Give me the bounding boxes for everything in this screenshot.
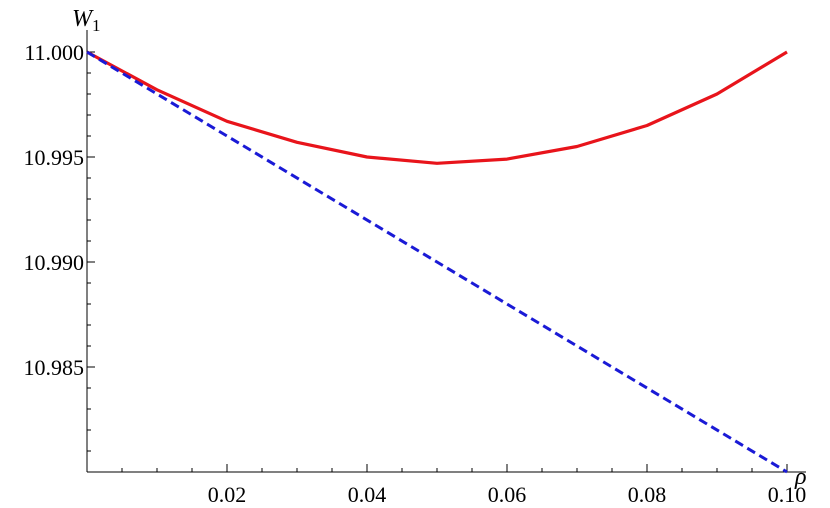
y-tick-label: 10.995 <box>24 145 85 170</box>
y-tick-label: 10.985 <box>24 355 85 380</box>
y-tick-label: 10.990 <box>24 250 85 275</box>
y-ticks: 10.985 10.990 10.995 11.000 <box>24 40 95 452</box>
series-line-1 <box>86 50 788 165</box>
x-tick-label: 0.08 <box>628 482 667 507</box>
x-ticks: 0.02 0.04 0.06 0.08 0.10 <box>121 464 807 507</box>
y-tick-label: 11.000 <box>24 40 84 65</box>
y-axis-label-subscript: 1 <box>92 16 101 35</box>
x-tick-label: 0.02 <box>208 482 247 507</box>
x-tick-label: 0.10 <box>768 482 807 507</box>
series-layer <box>86 50 788 474</box>
y-axis-label: W1 <box>72 6 101 35</box>
x-tick-label: 0.06 <box>488 482 527 507</box>
x-tick-label: 0.04 <box>348 482 387 507</box>
series-line-2 <box>86 50 788 474</box>
x-axis-label: ρ <box>794 464 807 490</box>
y-axis-label-main: W <box>72 6 94 32</box>
axes <box>86 30 806 473</box>
